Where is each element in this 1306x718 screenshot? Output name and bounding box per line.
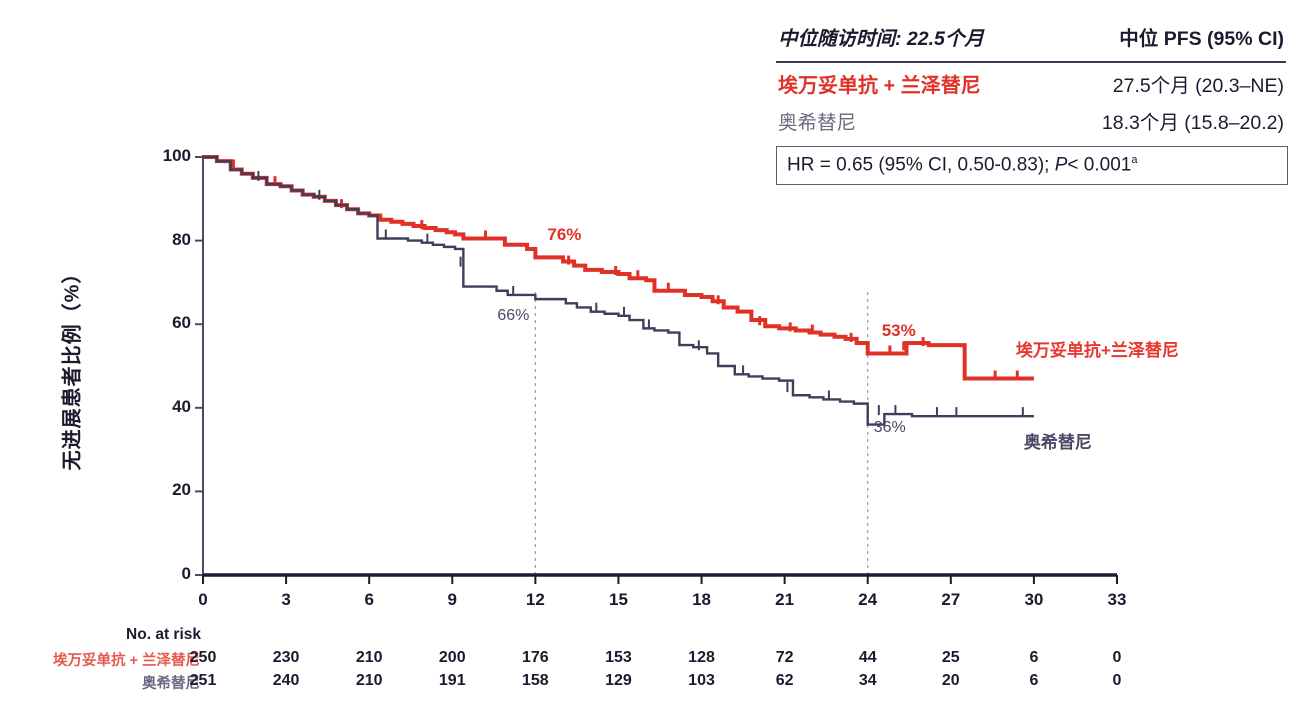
x-tick-label-33: 33 — [1107, 590, 1127, 609]
risk-cell-arm1-3mo: 230 — [272, 649, 300, 666]
risk-cell-arm2-12mo: 158 — [522, 672, 549, 689]
risk-row-label-arm2: 奥希替尼 — [142, 676, 200, 692]
risk-cell-arm2-30mo: 6 — [1029, 672, 1039, 689]
arm2-median-pfs: 18.3个月 (15.8–20.2) — [1101, 112, 1284, 134]
x-tick-label-27: 27 — [941, 590, 961, 609]
summary-divider — [776, 61, 1286, 63]
risk-cell-arm1-27mo: 25 — [941, 649, 960, 666]
curve-label-arm1: 埃万妥单抗+兰泽替尼 — [1015, 340, 1179, 360]
summary-row-arm1: 埃万妥单抗 + 兰泽替尼 27.5个月 (20.3–NE) — [770, 65, 1290, 102]
hr-text-part2: < 0.001 — [1067, 154, 1132, 176]
hr-p-symbol: P — [1054, 154, 1068, 176]
milestone-label-arm1-12mo: 76% — [547, 225, 582, 245]
km-curve-arm1 — [203, 155, 1034, 381]
arm2-name: 奥希替尼 — [778, 112, 857, 134]
pfs-summary-legend: 中位随访时间: 22.5个月 中位 PFS (95% CI) 埃万妥单抗 + 兰… — [770, 18, 1290, 186]
risk-cell-arm2-0mo: 251 — [189, 672, 217, 689]
y-tick-label-40: 40 — [172, 396, 191, 416]
risk-cell-arm1-30mo: 6 — [1029, 649, 1039, 666]
x-tick-label-30: 30 — [1024, 590, 1044, 609]
x-tick-label-18: 18 — [692, 590, 711, 609]
hr-text-part1: HR = 0.65 (95% CI, 0.50-0.83); — [787, 154, 1055, 176]
x-tick-label-21: 21 — [775, 590, 795, 609]
x-tick-label-24: 24 — [858, 590, 878, 609]
arm1-median-pfs: 27.5个月 (20.3–NE) — [1112, 75, 1284, 97]
x-tick-label-6: 6 — [364, 590, 374, 609]
median-followup-text: 中位随访时间: 22.5个月 — [778, 28, 984, 50]
risk-cell-arm2-27mo: 20 — [941, 672, 960, 689]
risk-cell-arm1-6mo: 210 — [355, 649, 383, 666]
arm1-name: 埃万妥单抗 + 兰泽替尼 — [778, 75, 981, 97]
risk-cell-arm2-15mo: 129 — [605, 672, 632, 689]
risk-row-label-arm1: 埃万妥单抗 + 兰泽替尼 — [52, 653, 200, 669]
risk-cell-arm2-24mo: 34 — [858, 672, 877, 689]
risk-cell-arm1-9mo: 200 — [438, 649, 466, 666]
x-tick-label-0: 0 — [198, 590, 208, 609]
risk-cell-arm2-21mo: 62 — [775, 672, 794, 689]
risk-cell-arm1-21mo: 72 — [775, 649, 794, 666]
hr-footnote-marker: a — [1131, 154, 1138, 166]
summary-row-arm2: 奥希替尼 18.3个月 (15.8–20.2) — [770, 102, 1290, 139]
x-tick-label-3: 3 — [281, 590, 291, 609]
risk-cell-arm2-18mo: 103 — [688, 672, 715, 689]
milestone-label-arm2-12mo: 66% — [497, 307, 530, 325]
milestone-label-arm1-24mo: 53% — [881, 321, 916, 341]
risk-cell-arm1-15mo: 153 — [605, 649, 632, 666]
y-axis-title: 无进展患者比例（%） — [61, 262, 84, 471]
risk-cell-arm2-6mo: 210 — [355, 672, 383, 689]
hazard-ratio-box: HR = 0.65 (95% CI, 0.50-0.83); P< 0.001a — [776, 146, 1288, 186]
y-tick-label-100: 100 — [162, 146, 191, 165]
km-curve-arm2 — [203, 155, 1034, 426]
number-at-risk-table: No. at risk 埃万妥单抗 + 兰泽替尼 奥希替尼 250 251 230 2… — [0, 612, 1306, 712]
risk-cell-arm2-3mo: 240 — [272, 672, 300, 689]
y-tick-label-0: 0 — [181, 564, 191, 583]
milestone-label-arm2-24mo: 36% — [873, 418, 906, 436]
y-tick-label-80: 80 — [172, 229, 191, 249]
risk-table-header: No. at risk — [126, 626, 201, 643]
x-tick-label-15: 15 — [608, 590, 628, 609]
y-tick-label-60: 60 — [172, 313, 191, 333]
risk-cell-arm1-12mo: 176 — [522, 649, 549, 666]
curve-label-arm2: 奥希替尼 — [1023, 433, 1092, 453]
risk-cell-arm2-9mo: 191 — [438, 672, 466, 689]
risk-cell-arm1-0mo: 250 — [189, 649, 217, 666]
summary-header-row: 中位随访时间: 22.5个月 中位 PFS (95% CI) — [770, 18, 1290, 55]
risk-cell-arm1-24mo: 44 — [858, 649, 877, 666]
median-pfs-header: 中位 PFS (95% CI) — [1119, 28, 1284, 50]
x-tick-label-12: 12 — [525, 590, 545, 609]
risk-cell-arm1-18mo: 128 — [688, 649, 715, 666]
risk-cell-arm1-33mo: 0 — [1112, 649, 1122, 666]
x-tick-label-9: 9 — [447, 590, 457, 609]
y-tick-label-20: 20 — [172, 480, 191, 500]
risk-cell-arm2-33mo: 0 — [1112, 672, 1122, 689]
